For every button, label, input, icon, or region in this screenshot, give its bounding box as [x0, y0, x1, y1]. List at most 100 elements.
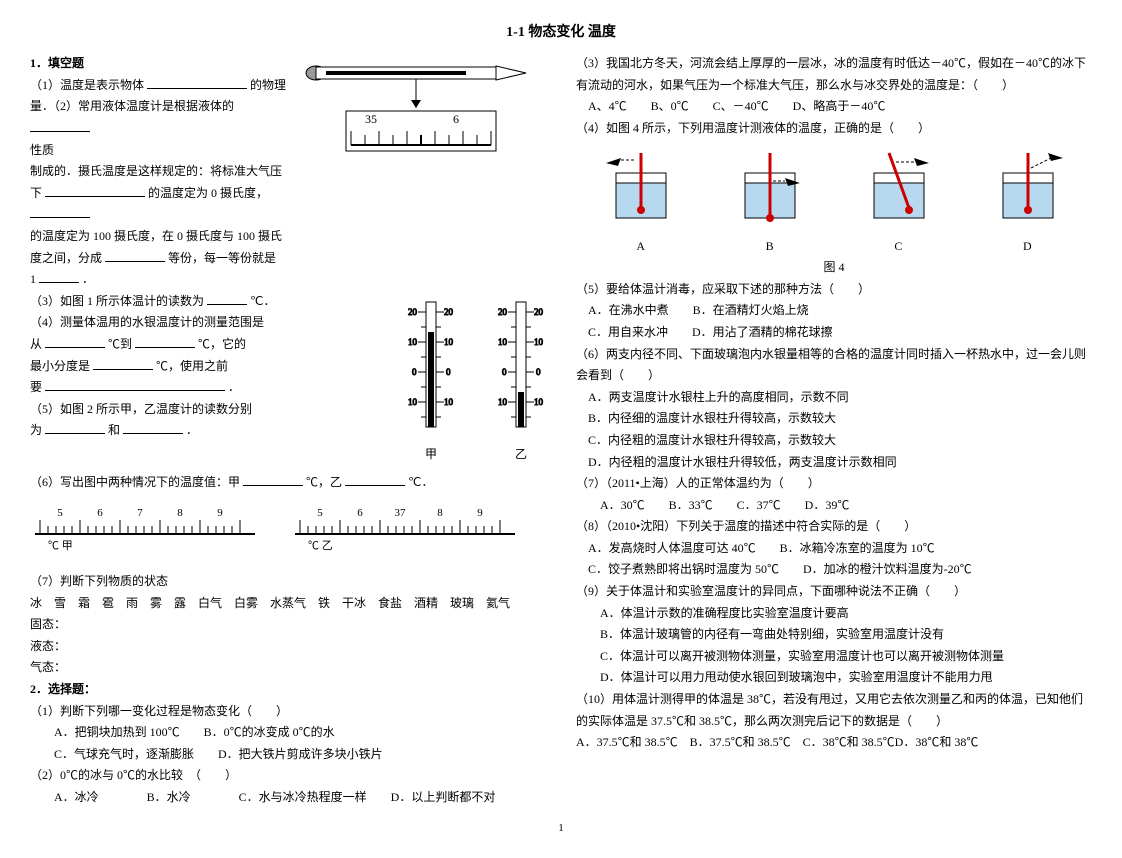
q4c-text: ℃，它的 — [198, 337, 246, 351]
s10-text: （10）用体温计测得甲的体温是 38℃，若没有甩过，又用它去依次测量乙和丙的体温… — [576, 689, 1092, 732]
blank[interactable] — [147, 76, 247, 89]
s8-text: （8）（2010•沈阳）下列关于温度的描述中符合实际的是（ ） — [576, 516, 1092, 538]
beaker-d — [983, 148, 1073, 228]
content-columns: 1．填空题 35 6 — [30, 53, 1092, 808]
s1a-text: A．把铜块加热到 100℃ B．0℃的冰变成 0℃的水 — [30, 722, 546, 744]
thermo-label-jia: 甲 — [406, 444, 456, 466]
s9c-text: C．体温计可以离开被测物体测量，实验室用温度计也可以离开被测物体测量 — [576, 646, 1092, 668]
svg-text:20: 20 — [534, 307, 544, 317]
s9b-text: B．体温计玻璃管的内径有一弯曲处特别细，实验室用温度计没有 — [576, 624, 1092, 646]
blank[interactable] — [45, 335, 105, 348]
blank[interactable] — [93, 357, 153, 370]
s1b-text: C．气球充气时，逐渐膨胀 D．把大铁片剪成许多块小铁片 — [30, 744, 546, 766]
page-title: 1-1 物态变化 温度 — [30, 20, 1092, 45]
blank[interactable] — [207, 292, 247, 305]
figure-4 — [576, 148, 1092, 228]
s4-text: （4）如图 4 所示，下列用温度计测液体的温度，正确的是（ ） — [576, 118, 1092, 140]
left-column: 1．填空题 35 6 — [30, 53, 546, 808]
svg-text:10: 10 — [498, 397, 508, 407]
svg-text:8: 8 — [437, 507, 443, 519]
q6a-text: ℃，乙 — [306, 475, 342, 489]
svg-text:20: 20 — [444, 307, 454, 317]
svg-text:10: 10 — [534, 397, 544, 407]
blank[interactable] — [45, 421, 105, 434]
svg-text:0: 0 — [502, 367, 507, 377]
q4b-text: ℃到 — [108, 337, 132, 351]
s2-text: （2）0℃的冰与 0℃的水比较 （ ） — [30, 765, 546, 787]
svg-text:7: 7 — [137, 507, 143, 519]
q1j-text: ． — [82, 272, 94, 286]
svg-text:10: 10 — [408, 337, 418, 347]
svg-text:20: 20 — [408, 307, 418, 317]
svg-text:0: 0 — [536, 367, 541, 377]
blank[interactable] — [123, 421, 183, 434]
ruler-yi: 563789 ℃ 乙 — [290, 504, 520, 554]
svg-text:6: 6 — [357, 507, 363, 519]
blank[interactable] — [39, 270, 79, 283]
q5b-text: 和 — [108, 423, 120, 437]
blank[interactable] — [135, 335, 195, 348]
q6-text: （6）写出图中两种情况下的温度值：甲 — [30, 475, 240, 489]
svg-text:10: 10 — [444, 397, 454, 407]
svg-text:℃ 甲: ℃ 甲 — [48, 540, 73, 552]
fig4-label-b: B — [766, 236, 774, 258]
svg-text:10: 10 — [534, 337, 544, 347]
q1h-text: 等份，每一等份就是 — [168, 251, 276, 265]
svg-text:37: 37 — [395, 507, 407, 519]
s7a-text: A．30℃ B．33℃ C．37℃ D．39℃ — [576, 495, 1092, 517]
s6-text: （6）两支内径不同、下面玻璃泡内水银量相等的合格的温度计同时插入一杯热水中，过一… — [576, 344, 1092, 387]
blank[interactable] — [345, 473, 405, 486]
svg-text:9: 9 — [217, 507, 223, 519]
blank[interactable] — [45, 378, 225, 391]
s9d-text: D．体温计可以用力甩动使水银回到玻璃泡中，实验室用温度计不能用力甩 — [576, 667, 1092, 689]
s9-text: （9）关于体温计和实验室温度计的异同点，下面哪种说法不正确（ ） — [576, 581, 1092, 603]
s1-text: （1）判断下列哪一变化过程是物态变化（ ） — [30, 701, 546, 723]
s3-text: （3）我国北方冬天，河流会结上厚厚的一层冰，冰的温度有时低达－40℃，假如在－4… — [576, 53, 1092, 96]
q1d-text: 性质 — [30, 143, 54, 157]
svg-text:5: 5 — [57, 507, 63, 519]
q1f-text: 的温度定为 0 摄氏度， — [148, 186, 268, 200]
q7-gas: 气态： — [30, 657, 546, 679]
svg-text:0: 0 — [412, 367, 417, 377]
s2a-text: A．冰冷 B．水冷 C．水与冰冷热程度一样 D．以上判断都不对 — [30, 787, 546, 809]
s9a-text: A．体温计示数的准确程度比实验室温度计要高 — [576, 603, 1092, 625]
svg-text:10: 10 — [444, 337, 454, 347]
page-number: 1 — [30, 819, 1092, 839]
beaker-a — [596, 148, 686, 228]
s5a-text: A．在沸水中煮 B．在酒精灯火焰上烧 — [576, 300, 1092, 322]
q4a-text: 从 — [30, 337, 42, 351]
q7-liquid: 液态： — [30, 636, 546, 658]
q4d-text: 最小分度是 — [30, 359, 90, 373]
blank[interactable] — [105, 249, 165, 262]
s5-text: （5）要给体温计消毒，应采取下述的那种方法（ ） — [576, 279, 1092, 301]
blank[interactable] — [45, 184, 145, 197]
svg-text:9: 9 — [477, 507, 483, 519]
s5b-text: C．用自来水冲 D．用沾了酒精的棉花球擦 — [576, 322, 1092, 344]
q7-list: 冰 雪 霜 雹 雨 雾 露 白气 白雾 水蒸气 铁 干冰 食盐 酒精 玻璃 氦气 — [30, 593, 546, 615]
q5c-text: ． — [186, 423, 198, 437]
s8b-text: C．饺子煮熟即将出锅时温度为 50℃ D．加冰的橙汁饮料温度为‐20℃ — [576, 559, 1092, 581]
s10a-text: A．37.5℃和 38.5℃ B．37.5℃和 38.5℃ C．38℃和 38.… — [576, 732, 1092, 754]
q7-text: （7）判断下列物质的状态 — [30, 571, 546, 593]
blank[interactable] — [30, 119, 90, 132]
fig4-label-c: C — [894, 236, 902, 258]
q3-text: （3）如图 1 所示体温计的读数为 — [30, 294, 204, 308]
q4-text: （4）测量体温用的水银温度计的测量范围是 — [30, 312, 396, 334]
scale-label-35: 35 — [365, 112, 377, 126]
blank[interactable] — [30, 205, 90, 218]
blank[interactable] — [243, 473, 303, 486]
beaker-c — [854, 148, 944, 228]
beaker-b — [725, 148, 815, 228]
fig4-caption: 图 4 — [576, 257, 1092, 279]
q7-solid: 固态： — [30, 614, 546, 636]
s6a-text: A．两支温度计水银柱上升的高度相同，示数不同 — [576, 387, 1092, 409]
fig4-label-d: D — [1023, 236, 1032, 258]
ruler-jia: 56789 ℃ 甲 — [30, 504, 260, 554]
choice-heading: 2．选择题： — [30, 679, 546, 701]
fig4-labels: A B C D — [576, 236, 1092, 258]
svg-text:20: 20 — [498, 307, 508, 317]
top-thermometer-diagram: 35 6 — [286, 53, 546, 171]
svg-text:10: 10 — [408, 397, 418, 407]
svg-text:8: 8 — [177, 507, 183, 519]
thermometer-pair: 20 20 10 10 0 0 10 10 甲 — [406, 297, 546, 466]
